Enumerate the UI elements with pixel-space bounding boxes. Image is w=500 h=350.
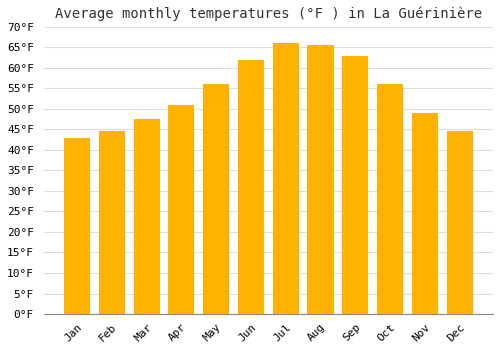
Bar: [134, 119, 160, 314]
Bar: [377, 84, 403, 314]
Bar: [99, 131, 125, 314]
Title: Average monthly temperatures (°F ) in La Guérinière: Average monthly temperatures (°F ) in La…: [55, 7, 482, 21]
Bar: [342, 56, 368, 314]
Bar: [308, 45, 334, 314]
Bar: [168, 105, 194, 314]
Bar: [64, 138, 90, 314]
Bar: [272, 43, 299, 314]
Bar: [203, 84, 229, 314]
Bar: [238, 60, 264, 314]
Bar: [446, 131, 472, 314]
Bar: [412, 113, 438, 314]
